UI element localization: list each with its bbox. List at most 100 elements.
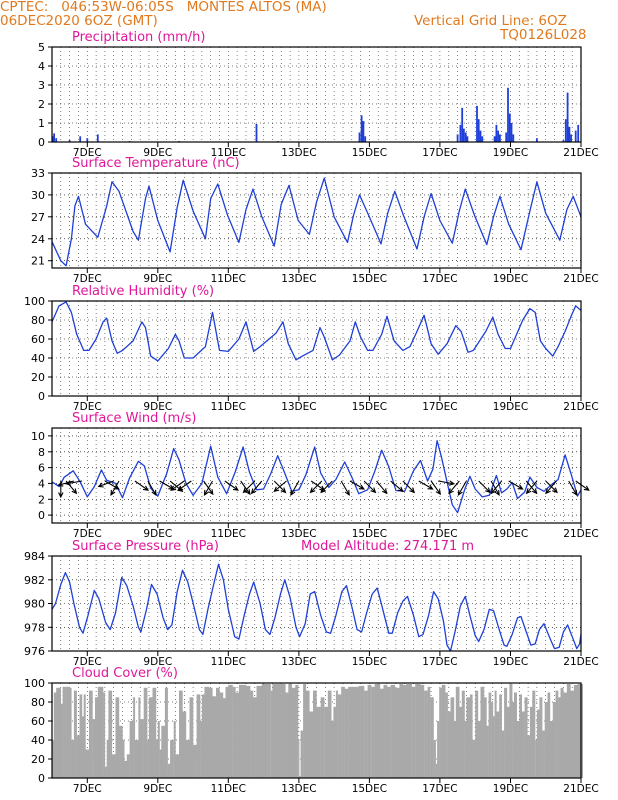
rh-xtick-label: 19DEC <box>493 401 528 413</box>
wind-arrow <box>290 480 300 496</box>
cloud-bar <box>295 684 299 778</box>
wind-arrow <box>430 480 442 496</box>
pressure-xtick-label: 7DEC <box>73 656 102 668</box>
precip-bar <box>566 92 569 142</box>
cloud-bar <box>371 686 375 778</box>
header-date: 06DEC2020 6OZ (GMT) <box>0 13 158 29</box>
pressure-ytick-label: 982 <box>24 574 45 587</box>
cloud-bar <box>334 706 337 779</box>
cloud-bar <box>550 721 553 778</box>
cloud-ytick-label: 100 <box>24 677 45 690</box>
cloud-bar <box>450 697 455 779</box>
cloud-bar <box>547 692 551 778</box>
cloud-xtick-label: 19DEC <box>493 783 528 795</box>
precip-xtick-label: 15DEC <box>352 147 387 159</box>
wind-arrow <box>525 480 538 495</box>
header-model-code: TQ0126L028 <box>500 27 587 43</box>
cloud-bar <box>73 690 77 778</box>
cloud-bar <box>472 740 476 778</box>
wind-xtick-label: 7DEC <box>73 528 102 540</box>
cloud-ytick-label: 80 <box>31 696 45 709</box>
wind-title: Surface Wind (m/s) <box>72 411 196 426</box>
cloud-bar <box>62 686 67 778</box>
cloud-bar <box>225 686 229 778</box>
rh-ytick-label: 0 <box>38 390 45 403</box>
wind-arrow <box>490 480 500 496</box>
cloud-bar <box>58 687 61 779</box>
cloud-bar <box>529 706 533 779</box>
cloud-bar <box>200 721 203 778</box>
wind-xtick-label: 19DEC <box>493 528 528 540</box>
cloud-bar <box>492 716 495 779</box>
cloud-ytick-label: 40 <box>31 734 45 747</box>
pressure-title: Surface Pressure (hPa) <box>72 539 219 554</box>
precip-xtick-label: 19DEC <box>493 147 528 159</box>
wind-arrow <box>418 480 434 490</box>
wind-arrow <box>250 480 263 495</box>
cloud-bar <box>124 760 127 778</box>
cloud-bar <box>466 697 471 779</box>
precip-bar <box>51 136 54 142</box>
cloud-bar <box>344 688 349 778</box>
wind-arrow <box>224 480 239 491</box>
cloud-bar <box>509 684 513 778</box>
precip-bar <box>497 130 499 142</box>
cloud-bar <box>288 684 292 778</box>
cloud-bar <box>506 706 510 779</box>
precip-bar <box>53 133 55 142</box>
cloud-bar <box>445 692 448 778</box>
precip-frame <box>51 46 582 143</box>
cloud-bar <box>179 690 183 778</box>
precip-bar <box>564 119 567 142</box>
cloud-bar <box>331 721 334 778</box>
precip-bar <box>510 123 513 142</box>
wind-xtick-label: 21DEC <box>563 528 598 540</box>
cloud-bar <box>52 740 54 778</box>
temp-ytick-label: 24 <box>31 233 45 246</box>
cloud-bar <box>555 690 559 778</box>
precip-bar <box>68 140 71 142</box>
wind-arrow <box>508 480 524 490</box>
wind-arrow <box>438 480 456 486</box>
wind-arrow <box>568 480 578 496</box>
cloud-bar <box>140 719 144 778</box>
cloud-bar <box>501 730 505 778</box>
cloud-bar <box>441 684 446 778</box>
cloud-bar <box>459 706 462 779</box>
cloud-bar <box>253 697 257 779</box>
cloud-bar <box>539 697 543 779</box>
precip-bar <box>479 130 482 142</box>
temp-xtick-label: 17DEC <box>422 273 457 285</box>
cloud-bar <box>66 686 70 778</box>
rh-xtick-label: 21DEC <box>563 401 598 413</box>
wind-arrow <box>320 480 333 494</box>
cloud-xtick-label: 15DEC <box>352 783 387 795</box>
cloud-bar <box>521 711 525 778</box>
cloud-bar <box>399 684 404 778</box>
cloud-bar <box>305 690 310 778</box>
rh-ytick-label: 40 <box>31 352 45 365</box>
precip-xtick-label: 9DEC <box>143 147 172 159</box>
cloud-bar <box>577 684 582 778</box>
precip-bar <box>562 140 565 142</box>
cloud-bar <box>92 719 96 778</box>
cloud-bar <box>514 692 517 778</box>
cloud-xtick-label: 17DEC <box>422 783 457 795</box>
cloud-bar <box>103 692 106 778</box>
cloud-bar <box>134 740 139 778</box>
wind-arrow <box>478 480 491 494</box>
temp-ytick-label: 21 <box>31 255 45 268</box>
precip-bar <box>476 105 478 142</box>
cloud-bar <box>298 776 301 778</box>
precip-bar <box>461 107 464 142</box>
cloud-bar <box>175 754 180 779</box>
cloud-bar <box>219 692 224 778</box>
cloud-bar <box>204 686 210 778</box>
cloud-bar <box>170 740 174 778</box>
precip-xtick-label: 13DEC <box>281 147 316 159</box>
cloud-bar <box>313 690 317 778</box>
cloud-bar <box>390 684 395 778</box>
precip-bar <box>466 136 469 142</box>
precip-bar <box>358 132 361 142</box>
cloud-bar <box>119 725 123 779</box>
